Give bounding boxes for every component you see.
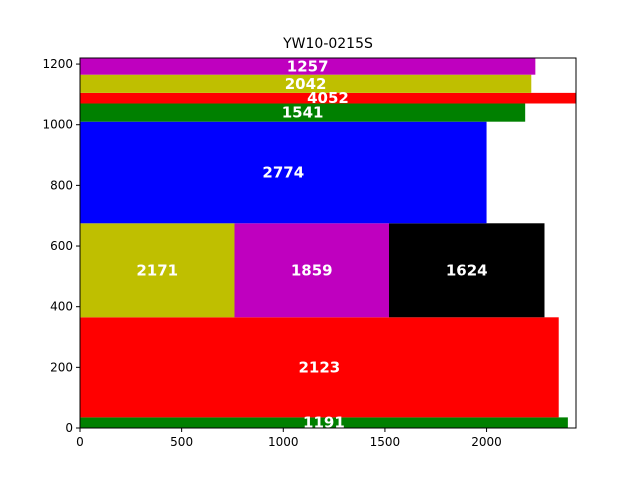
rect-1541 (80, 103, 526, 122)
rect-1624 (388, 223, 545, 318)
rect-1191 (80, 417, 568, 428)
rect-2774 (80, 121, 487, 224)
y-tick-label: 200 (50, 360, 73, 374)
x-tick-label: 1000 (268, 435, 299, 449)
y-tick-label: 400 (50, 300, 73, 314)
y-tick-label: 1000 (42, 118, 73, 132)
y-tick-label: 1200 (42, 57, 73, 71)
y-tick-label: 800 (50, 178, 73, 192)
x-tick-label: 1500 (370, 435, 401, 449)
rect-label-2123: 2123 (298, 358, 340, 376)
rect-label-2171: 2171 (136, 261, 178, 279)
rect-label-1257: 1257 (287, 57, 329, 75)
x-tick-label: 0 (76, 435, 84, 449)
rect-label-2774: 2774 (262, 163, 304, 181)
rect-4052 (80, 92, 576, 104)
rect-label-1624: 1624 (446, 261, 488, 279)
x-axis: 0 500 1000 1500 2000 (76, 428, 502, 449)
rect-label-1541: 1541 (282, 104, 324, 122)
rect-2123 (80, 317, 559, 418)
rect-label-1191: 1191 (303, 414, 345, 432)
rect-label-1859: 1859 (291, 261, 333, 279)
rect-2042 (80, 74, 532, 93)
x-tick-label: 2000 (471, 435, 502, 449)
chart-title: YW10-0215S (282, 36, 373, 52)
rect-label-4052: 4052 (307, 89, 349, 107)
rect-1859 (234, 223, 389, 318)
y-tick-label: 0 (65, 421, 73, 435)
rect-1257 (80, 58, 536, 75)
rects-layer (80, 58, 576, 428)
plot-frame (79, 57, 577, 429)
x-tick-label: 500 (170, 435, 193, 449)
y-tick-label: 600 (50, 239, 73, 253)
rect-label-2042: 2042 (285, 75, 327, 93)
y-axis: 0 200 400 600 800 1000 1200 (42, 57, 80, 435)
rect-2171 (80, 223, 235, 318)
